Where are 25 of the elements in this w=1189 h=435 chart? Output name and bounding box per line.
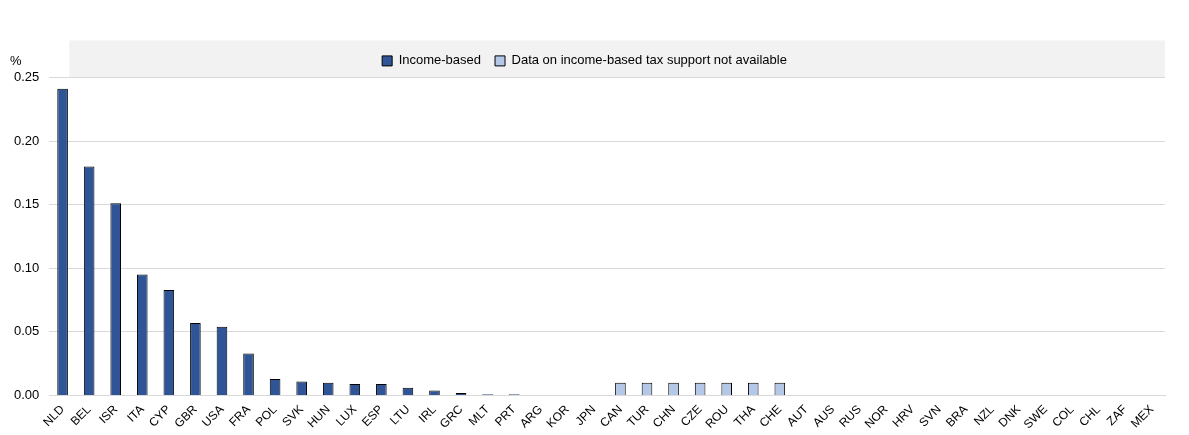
x-tick-label: NZL xyxy=(970,401,998,429)
x-tick-label: TUR xyxy=(624,401,652,430)
x-tick-label: FRA xyxy=(226,402,253,430)
x-tick-label: USA xyxy=(199,402,227,430)
legend-label: Data on income-based tax support not available xyxy=(511,52,787,68)
x-tick-label: CZE xyxy=(677,402,705,430)
x-tick-label: ISR xyxy=(96,401,121,427)
x-tick-label: COL xyxy=(1049,401,1077,430)
x-tick-label: LTU xyxy=(387,402,413,428)
x-tick-label: NLD xyxy=(40,401,68,430)
y-tick-label: 0.00 xyxy=(13,387,40,403)
y-axis-title: % xyxy=(10,52,22,68)
legend-label: Income-based xyxy=(398,52,482,68)
y-tick-label: 0.05 xyxy=(13,323,40,339)
x-tick-label: POL xyxy=(252,401,280,430)
y-tick-label: 0.20 xyxy=(13,132,40,148)
x-tick-label: CHL xyxy=(1076,401,1104,430)
x-tick-label: JPN xyxy=(572,402,599,429)
y-tick-label: 0.10 xyxy=(13,259,40,275)
x-tick-label: IRL xyxy=(415,401,440,426)
y-tick-label: 0.15 xyxy=(13,196,40,212)
y-tick-label: 0.25 xyxy=(13,68,40,84)
x-tick-label: ITA xyxy=(124,402,147,425)
x-tick-label: BEL xyxy=(67,401,94,429)
x-tick-label: THA xyxy=(730,402,758,430)
